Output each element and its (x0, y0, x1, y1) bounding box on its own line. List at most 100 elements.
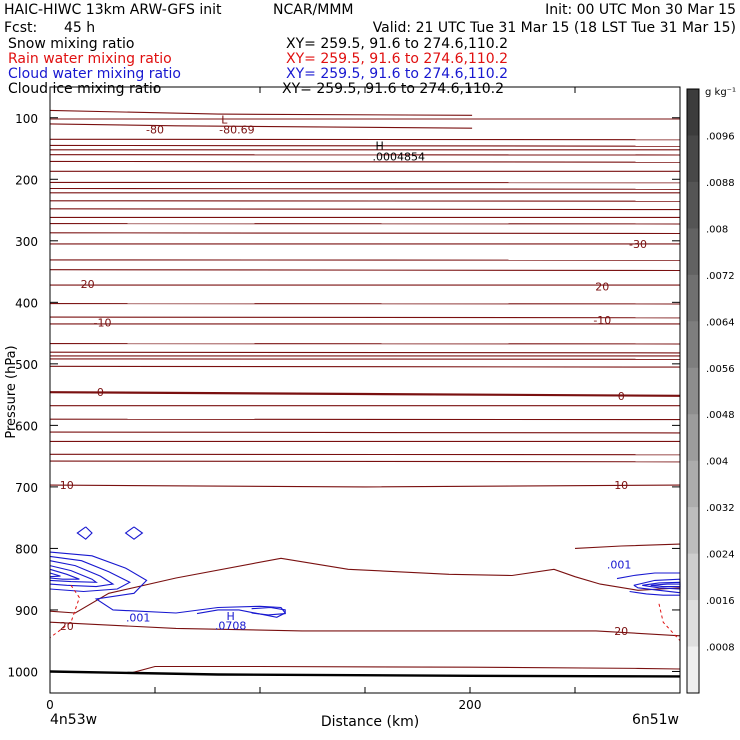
field-xy-cloud-water: XY= 259.5, 91.6 to 274.6,110.2 (286, 66, 509, 82)
isotherm-line (49, 160, 681, 163)
cloud-water-contour (251, 606, 286, 616)
cloud-water-label: .001 (607, 558, 632, 571)
colorbar-swatch (687, 135, 699, 183)
y-tick-label: 500 (15, 358, 38, 372)
temperature-contour-label: -80.69 (219, 123, 254, 136)
temperature-contour-label: -80 (146, 123, 164, 136)
cloud-water-contour (629, 590, 680, 596)
colorbar-tick-label: .004 (706, 457, 728, 468)
colorbar-tick-label: .0024 (706, 550, 735, 561)
temperature-contour-label: -10 (593, 314, 611, 327)
colorbar-swatch (687, 181, 699, 229)
colorbar-swatch (687, 460, 699, 508)
isotherm-line (49, 109, 473, 116)
field-xy-rain: XY= 259.5, 91.6 to 274.6,110.2 (286, 51, 509, 67)
cloud-water-contour (49, 568, 80, 580)
organization-label: NCAR/MMM (273, 2, 354, 18)
y-tick-label: 400 (15, 296, 38, 310)
temperature-contour-label: 0 (618, 390, 625, 403)
colorbar-tick-label: .0048 (706, 410, 735, 421)
colorbar-swatch (687, 553, 699, 601)
isotherm-line (49, 557, 681, 614)
cloud-water-contour (49, 572, 61, 578)
isotherm-line (49, 351, 681, 354)
y-tick-label: 1000 (7, 665, 38, 679)
temperature-contour-label: 20 (60, 620, 74, 633)
colorbar-swatch (687, 414, 699, 462)
field-name-snow: Snow mixing ratio (8, 36, 135, 52)
temperature-contour-label: 0 (97, 386, 104, 399)
y-tick-label: 100 (15, 112, 38, 126)
x-tick-label: 0 (46, 698, 54, 712)
isotherm-line (49, 208, 681, 211)
colorbar-frame (686, 88, 700, 694)
isotherm-line (49, 460, 681, 463)
cloud-water-diamond (124, 526, 144, 540)
y-tick-label: 900 (15, 604, 38, 618)
isotherm-line (49, 123, 473, 129)
colorbar-swatch (687, 321, 699, 369)
colorbar-tick-label: .0088 (706, 178, 735, 189)
x-axis-label: Distance (km) (321, 714, 419, 730)
colorbar-swatch (687, 228, 699, 276)
isotherm-line (49, 431, 681, 434)
cloud-water-diamond (76, 526, 93, 540)
isotherm-line (49, 187, 681, 190)
colorbar-tick-label: .0096 (706, 131, 735, 142)
isotherm-line (49, 484, 681, 488)
isotherm-line (49, 621, 681, 637)
field-xy-snow: XY= 259.5, 91.6 to 274.6,110.2 (286, 36, 509, 52)
colorbar-tick-label: .008 (706, 224, 728, 235)
isotherm-line (129, 665, 681, 674)
cloud-water-contour (49, 551, 287, 618)
rain-water-contour (658, 603, 681, 642)
isotherm-line (49, 144, 681, 147)
temperature-contour-label: -30 (629, 238, 647, 251)
right-endpoint-label: 6n51w (632, 712, 679, 728)
temperature-contour-label: -20 (77, 278, 95, 291)
cloud-water-contour (49, 565, 98, 583)
isotherm-line (49, 365, 681, 368)
colorbar-tick-label: .0032 (706, 503, 735, 514)
colorbar-tick-label: .0056 (706, 364, 735, 375)
colorbar-swatch (687, 274, 699, 322)
cloud-water-label: H (226, 610, 234, 623)
temperature-contour-label: 10 (614, 479, 628, 492)
field-name-cloud-ice: Cloud ice mixing ratio (8, 81, 162, 97)
field-name-cloud-water: Cloud water mixing ratio (8, 66, 181, 82)
temperature-contour-label: 20 (595, 280, 609, 293)
temperature-contour-label: 20 (614, 625, 628, 638)
init-time: Init: 00 UTC Mon 30 Mar 15 (545, 2, 736, 18)
temperature-contour-label: 10 (60, 479, 74, 492)
temperature-contour-label: -10 (94, 317, 112, 330)
y-axis-label: Pressure (hPa) (4, 345, 19, 438)
colorbar-swatch (687, 600, 699, 648)
surface-line (49, 670, 681, 678)
colorbar-tick-label: .0016 (706, 596, 735, 607)
cloud-water-label: .0708 (215, 619, 247, 632)
field-xy-cloud-ice: XY= 259.5, 91.6 to 274.6,110.2 (282, 81, 505, 97)
forecast-label: Fcst: (4, 20, 38, 36)
isotherm-line (49, 316, 681, 319)
y-tick-label: 700 (15, 481, 38, 495)
colorbar-tick-label: .0008 (706, 643, 735, 654)
cloud-water-contour (650, 583, 681, 588)
cloud-water-contour (49, 555, 131, 593)
colorbar-tick-label: .0064 (706, 317, 735, 328)
cloud-water-contour (49, 560, 115, 588)
colorbar-tick-label: .0072 (706, 271, 735, 282)
y-tick-label: 800 (15, 542, 38, 556)
isotherm-line (574, 543, 681, 549)
colorbar-swatch (687, 646, 699, 694)
y-tick-label: 300 (15, 235, 38, 249)
forecast-hour: 45 h (64, 20, 96, 36)
isotherm-line (49, 232, 681, 235)
plot-frame (49, 86, 681, 694)
y-tick-label: 600 (15, 419, 38, 433)
temperature-contour-label: L (221, 114, 228, 127)
isotherm-zero-line (49, 391, 681, 397)
isotherm-line (49, 269, 681, 272)
maximum-marker-value: .0004854 (373, 151, 426, 164)
model-title: HAIC-HIWC 13km ARW-GFS init (4, 2, 222, 18)
